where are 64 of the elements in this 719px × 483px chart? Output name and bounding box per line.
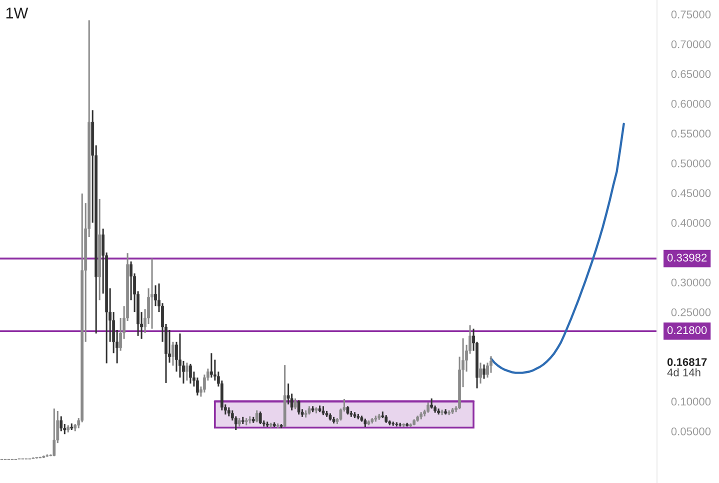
candlestick bbox=[440, 408, 444, 416]
candlestick bbox=[238, 417, 241, 428]
candlestick bbox=[220, 380, 224, 412]
candlestick bbox=[98, 198, 102, 301]
candlestick bbox=[196, 376, 199, 396]
y-tick-label: 0.50000 bbox=[671, 159, 711, 168]
candlestick bbox=[266, 420, 269, 428]
y-tick-label: 0.75000 bbox=[671, 10, 711, 18]
candlestick bbox=[286, 382, 290, 406]
candlestick bbox=[147, 287, 150, 325]
y-tick-label: 0.40000 bbox=[671, 219, 711, 227]
candlestick bbox=[364, 418, 367, 428]
y-tick-label: 0.45000 bbox=[671, 189, 711, 198]
candlestick bbox=[70, 422, 74, 431]
candlestick bbox=[248, 416, 252, 424]
candlestick bbox=[290, 392, 294, 412]
candlestick bbox=[241, 416, 244, 425]
candlestick bbox=[490, 355, 492, 374]
candlestick bbox=[332, 416, 336, 424]
y-tick-label: 0.55000 bbox=[671, 130, 711, 138]
ref-line-label: 0.21800 bbox=[667, 326, 707, 334]
candlestick bbox=[244, 417, 248, 426]
candlestick bbox=[130, 260, 132, 301]
candlestick bbox=[350, 410, 353, 418]
candlestick bbox=[60, 416, 63, 432]
candlestick bbox=[182, 360, 185, 384]
candlestick bbox=[482, 364, 486, 380]
y-tick-label: 0.70000 bbox=[671, 40, 711, 48]
y-tick-label: 0.65000 bbox=[671, 70, 711, 78]
candlestick bbox=[486, 362, 489, 378]
line-series bbox=[490, 122, 625, 374]
chart-title: 1W bbox=[6, 8, 28, 18]
y-tick-label: 0.25000 bbox=[671, 308, 711, 316]
y-tick-label: 0.10000 bbox=[671, 398, 711, 406]
candlestick bbox=[172, 341, 174, 366]
candlestick bbox=[63, 423, 66, 435]
candlestick bbox=[437, 408, 440, 416]
candlestick bbox=[210, 352, 213, 378]
candlestick bbox=[178, 332, 182, 378]
candlestick bbox=[66, 424, 70, 434]
candlestick bbox=[112, 311, 116, 354]
candlestick bbox=[186, 362, 188, 382]
candlestick bbox=[80, 192, 84, 424]
text: 0.16817 bbox=[667, 358, 707, 366]
candlestick bbox=[252, 416, 255, 424]
y-tick-label: 0.60000 bbox=[671, 100, 711, 108]
candlestick bbox=[154, 284, 157, 307]
candlestick bbox=[325, 410, 328, 418]
candlestick bbox=[318, 404, 322, 413]
candlestick bbox=[304, 410, 308, 418]
candlestick bbox=[203, 374, 206, 394]
candlestick bbox=[392, 420, 395, 427]
candlestick bbox=[356, 413, 360, 420]
candlestick bbox=[227, 406, 230, 418]
candlestick bbox=[213, 358, 216, 382]
y-tick-label: 0.30000 bbox=[671, 278, 711, 286]
text: 4d 14h bbox=[667, 368, 700, 376]
candlestick bbox=[420, 411, 423, 420]
candlestick bbox=[119, 317, 122, 352]
candlestick bbox=[230, 410, 234, 422]
candlestick bbox=[479, 362, 482, 384]
candlestick bbox=[150, 258, 154, 330]
ref-line-label: 0.33982 bbox=[667, 254, 707, 262]
y-tick-label: 0.05000 bbox=[671, 427, 711, 436]
